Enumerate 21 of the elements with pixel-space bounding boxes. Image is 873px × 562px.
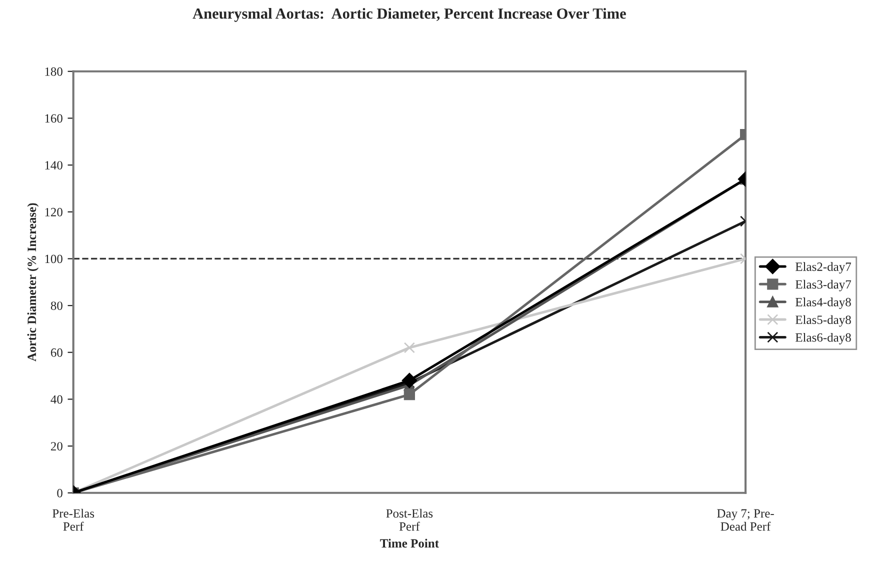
- legend-label: Elas4-day8: [796, 298, 851, 309]
- x-tick-label: Post-Elas Perf: [386, 508, 433, 531]
- legend-label: Elas6-day8: [796, 332, 851, 344]
- y-tick-label: 0: [57, 488, 62, 498]
- y-tick-label: 40: [50, 395, 62, 404]
- y-tick-label: 60: [50, 348, 62, 357]
- y-tick-label: 20: [50, 442, 62, 450]
- x-tick-label: Day 7; Pre- Dead Perf: [717, 509, 774, 531]
- legend-label: Elas3-day7: [796, 280, 852, 292]
- x-tick-label: Pre-Elas Perf: [52, 508, 94, 531]
- y-axis-title: Aortic Diameter (% Increase): [27, 203, 39, 362]
- legend-label: Elas5-day8: [796, 315, 851, 327]
- y-tick-label: 80: [50, 302, 62, 310]
- y-tick-label: 180: [45, 67, 62, 76]
- y-tick-label: 160: [45, 114, 62, 123]
- x-axis-title: Time Point: [380, 538, 439, 548]
- legend-label: Elas2-day7: [796, 262, 852, 274]
- y-tick-label: 100: [45, 254, 62, 264]
- y-tick-label: 140: [45, 161, 62, 170]
- y-tick-label: 120: [45, 208, 62, 216]
- chart-title: Aneurysmal Aortas: Aortic Diameter, Percent Increase Over Time: [192, 8, 626, 22]
